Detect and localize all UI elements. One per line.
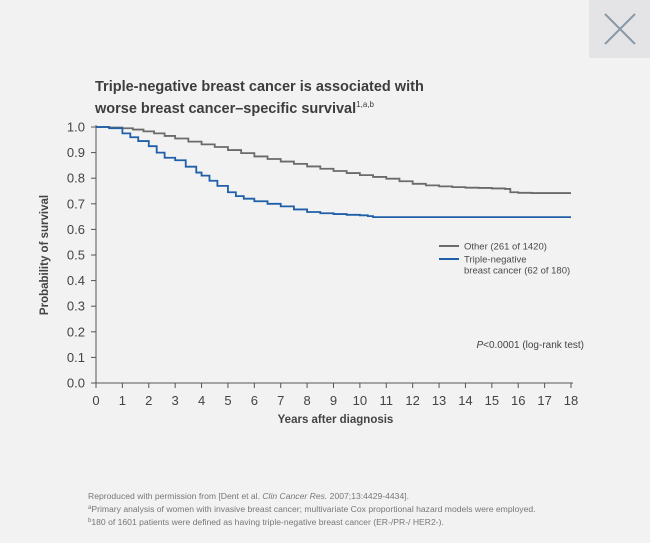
footnote-b: b180 of 1601 patients were defined as ha… — [88, 517, 444, 527]
footnote-a: aPrimary analysis of women with invasive… — [88, 504, 536, 514]
footnote-reference: Reproduced with permission from [Dent et… — [88, 491, 410, 501]
x-axis-label: Years after diagnosis — [278, 414, 394, 426]
y-tick-label: 0.3 — [67, 299, 85, 314]
x-tick-label: 3 — [172, 393, 179, 408]
x-tick-label: 2 — [145, 393, 152, 408]
legend-label-0: Other (261 of 1420) — [464, 242, 547, 253]
x-tick-label: 13 — [432, 393, 446, 408]
legend-label-1-line2: breast cancer (62 of 180) — [464, 266, 570, 277]
y-tick-label: 0.2 — [67, 324, 85, 339]
chart-legend: Other (261 of 1420) Triple-negativebreast… — [439, 242, 570, 277]
x-tick-label: 11 — [380, 393, 394, 408]
legend-label-1: Triple-negative — [464, 255, 526, 266]
y-tick-label: 0.5 — [67, 248, 85, 263]
x-tick-label: 14 — [458, 393, 472, 408]
close-icon — [604, 13, 636, 45]
x-tick-label: 18 — [564, 393, 578, 408]
x-tick-label: 5 — [224, 393, 231, 408]
x-tick-label: 6 — [251, 393, 258, 408]
chart-axes: 0.00.10.20.30.40.50.60.70.80.91.00 1 2 3 4 5 6… — [67, 120, 578, 409]
y-tick-label: 0.8 — [67, 171, 85, 186]
x-tick-label: 12 — [405, 393, 419, 408]
x-tick-label: 17 — [537, 393, 551, 408]
x-tick-label: 15 — [485, 393, 499, 408]
chart-series — [96, 126, 571, 219]
x-tick-label: 0 — [92, 393, 99, 408]
y-axis-label: Probability of survival — [39, 195, 51, 315]
y-tick-label: 0.0 — [67, 376, 85, 391]
y-tick-label: 0.4 — [67, 273, 85, 288]
y-tick-label: 0.1 — [67, 350, 85, 365]
y-tick-label: 1.0 — [67, 120, 85, 135]
title-line-2: worse breast cancer–specific survival1,a… — [95, 100, 374, 117]
title-line-1: Triple-negative breast cancer is associa… — [95, 79, 424, 95]
footnotes: Reproduced with permission from [Dent et… — [88, 490, 628, 528]
close-button[interactable] — [589, 0, 650, 58]
chart-title: Triple-negative breast cancer is associa… — [95, 79, 475, 118]
x-tick-label: 8 — [303, 393, 310, 408]
y-tick-label: 0.6 — [67, 222, 85, 237]
y-tick-label: 0.7 — [67, 196, 85, 211]
x-tick-label: 9 — [330, 393, 337, 408]
x-tick-label: 4 — [198, 393, 205, 408]
y-tick-label: 0.9 — [67, 145, 85, 160]
x-tick-label: 16 — [511, 393, 525, 408]
series-line-0 — [96, 126, 571, 194]
x-tick-label: 7 — [277, 393, 284, 408]
x-tick-label: 10 — [353, 393, 367, 408]
p-value-annotation: P<0.0001 (log-rank test) — [476, 340, 584, 351]
series-line-1 — [96, 126, 571, 219]
x-tick-label: 1 — [119, 393, 126, 408]
title-superscript: 1,a,b — [356, 100, 374, 109]
